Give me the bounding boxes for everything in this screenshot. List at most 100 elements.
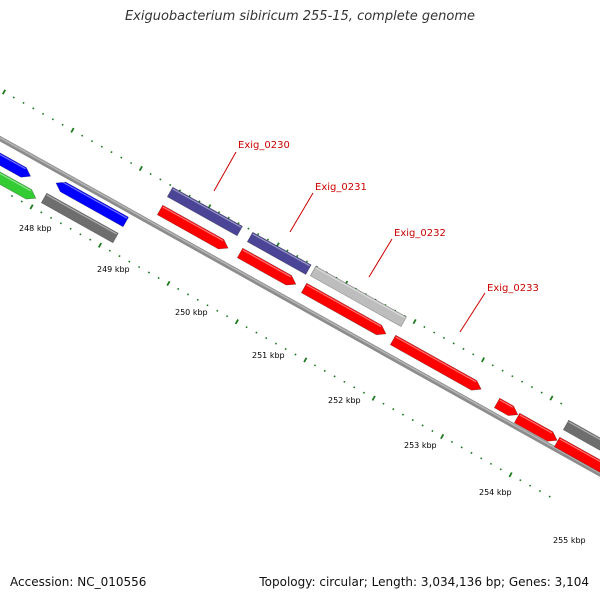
tick-mark xyxy=(529,484,532,487)
tick-mark xyxy=(382,402,385,405)
tick-mark xyxy=(489,462,493,465)
tick-mark xyxy=(128,260,131,263)
gene-feature[interactable] xyxy=(309,265,407,328)
tick-mark xyxy=(296,254,299,258)
tick-mark xyxy=(460,446,463,449)
gene-feature[interactable] xyxy=(0,162,37,200)
gene-feature[interactable] xyxy=(389,334,482,391)
tick-mark xyxy=(511,375,514,378)
tick-mark xyxy=(284,347,287,351)
tick-mark xyxy=(218,211,221,214)
tick-mark xyxy=(10,194,14,198)
gene-feature[interactable] xyxy=(156,204,229,250)
gene-label[interactable]: Exig_0230 xyxy=(238,140,290,151)
tick-mark xyxy=(433,331,436,334)
gene-feature[interactable] xyxy=(562,419,600,459)
scale-label: 248 kbp xyxy=(19,224,52,233)
tick-mark xyxy=(305,260,309,263)
tick-mark xyxy=(81,134,84,137)
map-title: Exiguobacterium sibiricum 255-15, comple… xyxy=(124,9,476,24)
tick-mark xyxy=(29,204,34,210)
scale-label: 252 kbp xyxy=(328,396,361,405)
tick-mark xyxy=(226,315,229,318)
feature-tracks[interactable] xyxy=(0,143,600,477)
tick-mark xyxy=(50,216,53,219)
tick-mark xyxy=(159,178,162,181)
gene-feature[interactable] xyxy=(513,412,558,442)
tick-mark xyxy=(462,347,465,350)
tick-mark xyxy=(491,364,494,367)
scale-label: 255 kbp xyxy=(553,536,586,545)
tick-mark xyxy=(431,429,434,433)
tick-mark xyxy=(353,386,356,389)
gene-feature[interactable] xyxy=(553,436,600,477)
tick-mark xyxy=(392,408,395,411)
gene-feature[interactable] xyxy=(40,192,119,244)
tick-mark xyxy=(412,318,417,325)
tick-mark xyxy=(237,222,240,225)
tick-mark xyxy=(303,357,308,363)
tick-mark xyxy=(286,249,289,252)
tick-mark xyxy=(166,280,171,287)
tick-mark xyxy=(313,364,317,367)
tick-mark xyxy=(157,276,160,280)
tick-mark xyxy=(138,165,143,172)
gene-feature[interactable] xyxy=(493,397,519,416)
tick-mark xyxy=(519,479,522,482)
tick-mark xyxy=(343,380,346,383)
tick-mark xyxy=(540,391,543,394)
gene-feature[interactable] xyxy=(0,143,32,178)
tick-mark xyxy=(401,413,405,416)
tick-mark xyxy=(411,419,414,422)
tick-mark xyxy=(323,369,326,372)
tick-mark xyxy=(549,395,554,401)
gene-feature[interactable] xyxy=(55,179,129,228)
tick-mark xyxy=(206,304,209,307)
tick-mark xyxy=(274,342,278,345)
tick-mark xyxy=(118,255,121,258)
tick-mark xyxy=(79,233,82,236)
tick-mark xyxy=(548,495,551,498)
gene-label[interactable]: Exig_0232 xyxy=(394,228,446,239)
tick-mark xyxy=(371,395,376,401)
tick-mark xyxy=(255,331,258,334)
gene-labels: Exig_0230 Exig_0231 Exig_0232 Exig_0233 xyxy=(238,140,539,294)
tick-marks xyxy=(2,89,563,498)
tick-mark xyxy=(188,194,191,197)
tick-mark xyxy=(198,200,201,203)
genome-summary-text: Topology: circular; Length: 3,034,136 bp… xyxy=(259,575,589,589)
tick-mark xyxy=(227,216,230,219)
tick-mark xyxy=(32,107,35,110)
tick-mark xyxy=(59,222,62,225)
tick-mark xyxy=(499,468,502,471)
tick-mark xyxy=(265,337,268,340)
tick-mark xyxy=(266,238,270,241)
tick-mark xyxy=(120,156,123,159)
accession-text: Accession: NC_010556 xyxy=(10,575,147,589)
tick-mark xyxy=(12,96,15,99)
tick-mark xyxy=(560,402,563,405)
tick-mark xyxy=(538,490,541,493)
gene-feature[interactable] xyxy=(236,247,297,286)
tick-mark xyxy=(257,233,260,236)
tick-mark xyxy=(234,319,239,325)
tick-mark xyxy=(480,457,483,460)
tick-mark xyxy=(521,380,524,383)
tick-mark xyxy=(51,118,54,121)
tick-mark xyxy=(333,375,336,378)
gene-feature[interactable] xyxy=(166,186,243,237)
gene-label[interactable]: Exig_0233 xyxy=(487,283,539,294)
gene-feature[interactable] xyxy=(246,231,312,275)
tick-mark xyxy=(149,172,152,176)
tick-mark xyxy=(110,151,113,154)
tick-mark xyxy=(42,112,45,115)
tick-mark xyxy=(100,145,103,148)
scale-label: 251 kbp xyxy=(252,351,285,360)
tick-mark xyxy=(470,451,473,454)
tick-mark xyxy=(247,227,250,230)
gene-feature[interactable] xyxy=(300,282,387,336)
tick-mark xyxy=(508,472,513,478)
gene-label[interactable]: Exig_0231 xyxy=(315,182,367,193)
tick-mark xyxy=(196,298,199,301)
